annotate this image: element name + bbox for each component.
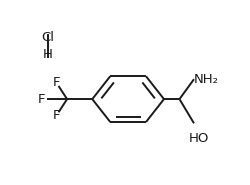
Text: F: F bbox=[38, 93, 46, 106]
Text: HO: HO bbox=[189, 132, 209, 145]
Text: F: F bbox=[53, 76, 60, 89]
Text: NH₂: NH₂ bbox=[194, 73, 219, 86]
Text: Cl: Cl bbox=[41, 31, 54, 44]
Text: H: H bbox=[43, 48, 53, 61]
Text: F: F bbox=[53, 109, 60, 122]
